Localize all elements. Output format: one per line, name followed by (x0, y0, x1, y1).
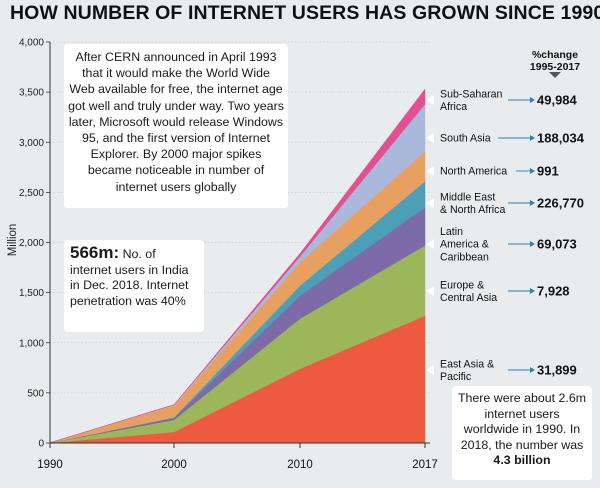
y-tick-label: 1,500 (19, 288, 44, 299)
stacked-areas (49, 88, 426, 444)
connector-arrow-east-asia-pacific (530, 367, 535, 373)
connector-arrow-middle-east-north-africa (530, 200, 535, 206)
change-header-line: 1995-2017 (530, 61, 580, 73)
label-line: South Asia (440, 133, 491, 145)
label-line: Central Asia (440, 292, 497, 304)
x-tick-label: 1990 (37, 459, 63, 471)
connector-arrow-south-asia (530, 135, 535, 141)
pointer-south-asia (426, 133, 434, 143)
x-tick-label: 2017 (412, 459, 438, 471)
series-labels: %change 1995-2017 East Asia & Pacific 31,899… (426, 49, 585, 383)
label-south-asia: South Asia (440, 133, 491, 145)
y-tick-label: 2,500 (19, 188, 44, 199)
change-east-asia-pacific: 31,899 (537, 363, 577, 378)
label-middle-east-north-africa: Middle East & North Africa (440, 191, 505, 216)
change-header: %change 1995-2017 (530, 49, 580, 73)
pointer-latin-america-caribbean (426, 239, 434, 249)
pointer-east-asia-pacific (426, 365, 434, 375)
connector-arrow-north-america (530, 168, 535, 174)
axes: 0 500 1,000 1,500 2,000 2,500 3,000 3,500 4,000 1… (7, 38, 438, 472)
label-line: America & (440, 239, 489, 251)
label-europe-central-asia: Europe & Central Asia (440, 279, 497, 304)
connector-arrow-europe-central-asia (530, 288, 535, 294)
cern-note: After CERN announced in April 1993 that … (64, 44, 288, 208)
connector-arrow-sub-saharan-africa (530, 97, 535, 103)
y-tick-label: 2,000 (19, 238, 44, 249)
label-line: Middle East (440, 191, 495, 203)
label-line: Sub-Saharan (440, 88, 503, 100)
label-line: Pacific (440, 371, 472, 383)
pointer-sub-saharan-africa (426, 95, 434, 105)
y-axis-label: Million (7, 224, 19, 257)
label-sub-saharan-africa: Sub-Saharan Africa (440, 88, 503, 113)
change-middle-east-north-africa: 226,770 (537, 196, 584, 211)
label-line: East Asia & (440, 358, 494, 370)
india-note-text: No. of internet users in India in Dec. 2… (70, 247, 189, 308)
y-tick-label: 500 (27, 388, 44, 399)
x-tick-label: 2000 (161, 459, 187, 471)
label-east-asia-pacific: East Asia & Pacific (440, 358, 494, 383)
x-tick-label: 2010 (287, 459, 313, 471)
india-note: 566m: No. of internet users in India in … (64, 240, 204, 332)
change-sub-saharan-africa: 49,984 (537, 93, 578, 108)
label-line: Europe & (440, 279, 484, 291)
chart-title: HOW NUMBER OF INTERNET USERS HAS GROWN S… (10, 2, 600, 24)
area-sub-saharan-africa (49, 88, 426, 443)
pointer-europe-central-asia (426, 286, 434, 296)
pointer-north-america (426, 166, 434, 176)
label-line: Latin (440, 226, 463, 238)
change-north-america: 991 (537, 164, 559, 179)
pointer-middle-east-north-africa (426, 198, 434, 208)
label-line: Caribbean (440, 251, 489, 263)
y-tick-label: 1,000 (19, 338, 44, 349)
world-note: There were about 2.6m internet users wor… (452, 386, 592, 480)
change-header-line: %change (532, 49, 578, 61)
india-users-figure: 566m: (70, 243, 120, 262)
change-latin-america-caribbean: 69,073 (537, 237, 577, 252)
y-tick-label: 3,500 (19, 88, 44, 99)
label-line: North America (440, 166, 507, 178)
label-latin-america-caribbean: Latin America & Caribbean (440, 226, 489, 263)
y-tick-label: 3,000 (19, 138, 44, 149)
y-tick-label: 4,000 (19, 38, 44, 49)
connector-arrow-latin-america-caribbean (530, 241, 535, 247)
world-total: 4.3 billion (493, 453, 551, 467)
y-tick-label: 0 (38, 439, 44, 450)
change-header-arrow (549, 72, 561, 78)
change-south-asia: 188,034 (537, 131, 585, 146)
label-line: & North Africa (440, 204, 505, 216)
label-line: Africa (440, 101, 467, 113)
change-europe-central-asia: 7,928 (537, 284, 570, 299)
world-note-text: There were about 2.6m internet users wor… (457, 391, 587, 452)
label-north-america: North America (440, 166, 507, 178)
